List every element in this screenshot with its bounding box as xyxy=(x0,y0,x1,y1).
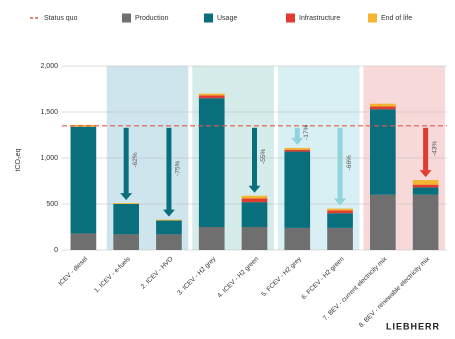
legend-swatch xyxy=(204,13,213,23)
arrow-head xyxy=(419,170,432,178)
bar-segment xyxy=(241,195,268,199)
legend-label: Production xyxy=(135,15,169,22)
bar-segment xyxy=(113,204,139,235)
bar-segment xyxy=(198,227,225,250)
legend-label: End of life xyxy=(381,15,412,22)
bar-segment xyxy=(370,109,396,195)
bar-segment xyxy=(412,187,439,195)
bar-segment xyxy=(327,227,353,250)
bar-segment xyxy=(198,95,225,99)
y-tick-label: 0 xyxy=(54,247,58,254)
bar-segment xyxy=(113,203,139,204)
x-tick-label: 8. BEV - renewable electricity mix xyxy=(358,255,432,329)
annotation: -55% xyxy=(260,148,267,163)
x-tick-label: 1. ICEV - e-fuels xyxy=(93,255,132,294)
annotation: -62% xyxy=(132,152,139,167)
legend-swatch xyxy=(122,13,131,23)
x-tick-label: 6. FCEV - H2 green xyxy=(300,255,346,301)
bar-segment xyxy=(70,124,97,127)
y-axis-label: tCO₂eq xyxy=(15,148,22,171)
y-tick-label: 1,500 xyxy=(40,109,58,116)
arrow-shaft xyxy=(166,127,172,211)
annotation: -17% xyxy=(303,125,310,140)
bar-segment xyxy=(70,126,97,234)
bar-segment xyxy=(241,198,268,203)
bar-segment xyxy=(412,194,439,250)
bar-segment xyxy=(198,98,225,227)
bar-segment xyxy=(241,227,268,250)
annotation: -43% xyxy=(431,141,438,156)
x-tick-label: 5. FCEV - H2 grey xyxy=(260,255,303,298)
bar-segment xyxy=(156,220,182,235)
bar-segment xyxy=(327,208,353,211)
bar-segment xyxy=(156,234,182,250)
x-tick-label: 4. ICEV - H2 green xyxy=(216,255,260,299)
bar-segment xyxy=(284,227,311,250)
bar-segment xyxy=(412,180,439,185)
logo: LIEBHERR xyxy=(386,321,440,331)
annotation: -66% xyxy=(346,155,353,170)
legend-swatch xyxy=(368,13,377,23)
arrow-shaft xyxy=(294,127,300,139)
legend-swatch xyxy=(286,13,295,23)
bar-segment xyxy=(370,194,396,250)
y-tick-label: 2,000 xyxy=(40,63,58,70)
arrow-head xyxy=(334,198,347,206)
bar-segment xyxy=(370,103,396,107)
arrow-shaft xyxy=(337,127,343,200)
bar-segment xyxy=(198,93,225,96)
bar-segment xyxy=(156,219,182,221)
arrow-head xyxy=(291,137,304,145)
bar-segment xyxy=(370,106,396,110)
bar-segment xyxy=(113,234,139,250)
legend-label: Usage xyxy=(217,15,237,22)
bar-segment xyxy=(284,151,311,228)
bar-segment xyxy=(284,149,311,152)
annotation: -75% xyxy=(175,160,182,175)
bar-segment xyxy=(241,202,268,227)
bar-segment xyxy=(412,184,439,188)
arrow-head xyxy=(120,193,133,201)
bar-segment xyxy=(70,233,97,250)
legend-label: Infrastructure xyxy=(299,15,340,22)
arrow-shaft xyxy=(423,127,429,172)
legend-label: Status quo xyxy=(44,15,78,22)
arrow-shaft xyxy=(123,127,129,195)
bar-segment xyxy=(284,147,311,150)
arrow-shaft xyxy=(252,127,257,187)
x-tick-label: 2. ICEV - HVO xyxy=(140,256,175,291)
x-tick-label: ICEV - diesel xyxy=(57,255,89,287)
arrow-head xyxy=(162,209,175,217)
y-tick-label: 500 xyxy=(46,201,58,208)
arrow-head xyxy=(248,185,261,193)
bar-segment xyxy=(327,213,353,228)
y-tick-label: 1,000 xyxy=(40,155,58,162)
x-tick-label: 3. ICEV - H2 grey xyxy=(176,255,217,296)
bar-segment xyxy=(327,210,353,214)
